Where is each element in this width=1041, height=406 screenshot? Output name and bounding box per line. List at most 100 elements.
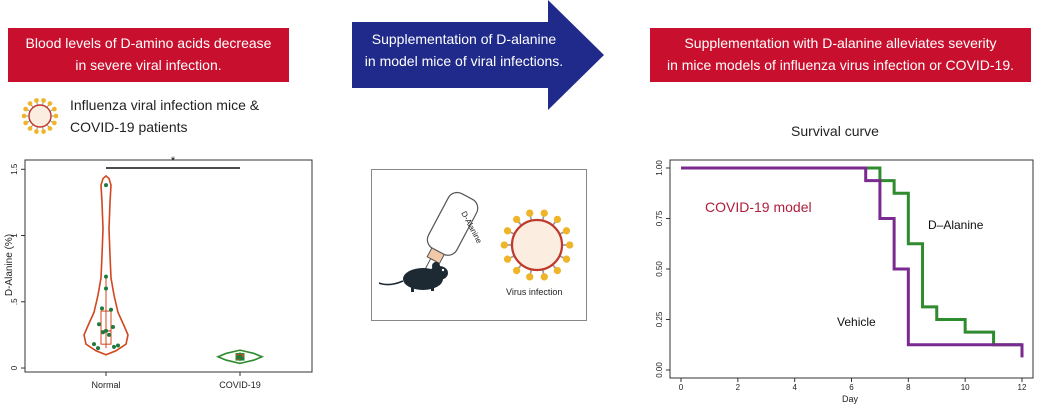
survival-y-tick-label: 1.00 [655,160,664,176]
virus-knob [500,241,508,249]
data-point-normal [116,343,120,348]
virus-knob [52,120,57,126]
violin-y-label: D-Alanine (%) [4,234,15,296]
virus-knob [540,209,548,217]
virus-knob [47,101,53,106]
survival-x-tick-label: 4 [792,383,797,392]
data-point-normal [107,332,111,337]
violin-normal [83,174,129,356]
virus-knob [47,126,53,131]
survival-x-tick-label: 2 [736,383,741,392]
virus-knob [53,113,59,119]
virus-label: Virus infection [506,287,562,297]
virus-body [28,104,52,128]
virus-knob [566,241,574,249]
virus-knob [562,255,571,263]
data-point-normal [92,342,96,347]
virus-body [510,218,564,272]
virus-knob [23,106,28,112]
violin-y-tick-label: 1.5 [10,163,19,175]
survival-x-tick-label: 12 [1018,383,1027,392]
virus-knob [526,273,534,281]
survival-title: Survival curve [791,123,879,139]
experiment-illustration: D-Alanine Virus infection [371,169,587,321]
survival-series-label: Vehicle [837,315,876,329]
data-point-normal [104,328,108,333]
data-point-normal [104,286,108,291]
virus-knob [27,126,33,131]
data-point-normal [96,346,100,351]
violin-covid [215,349,265,365]
survival-annotation: COVID-19 model [705,199,812,215]
virus-knob [512,215,521,224]
significance-star: * [171,155,176,167]
virus-knob [52,106,57,112]
virus-icon [500,209,574,281]
data-point-normal [104,274,108,279]
arrow-line2: in model mice of viral infections. [364,53,564,69]
violin-marks: * [83,155,265,365]
violin-x-tick-label: Normal [91,380,120,390]
virus-knob [503,227,512,235]
data-point-covid [240,356,244,361]
legend-line2: COVID-19 patients [70,119,188,135]
data-point-normal [97,322,101,327]
banner-left-line1: Blood levels of D-amino acids decrease [25,35,272,51]
banner-right-line1: Supplementation with D-alanine alleviate… [684,35,997,51]
virus-knob [34,98,39,103]
virus-knob [27,101,33,106]
virus-knob [562,227,571,235]
virus-knob [41,98,46,103]
banner-right-line2: in mice models of influenza virus infect… [666,57,1015,73]
virus-knob [526,209,534,217]
violin-plot-frame [24,159,313,373]
supplementation-arrow: Supplementation of D-alanine in model mi… [352,0,604,110]
violin-y-tick-label: 1 [10,233,19,238]
survival-x-tick-label: 6 [849,383,854,392]
survival-y-tick-label: 0.00 [655,362,664,378]
violin-axes: 0 .5 1 1.5 Normal COVID-19 [10,159,313,390]
arrow-line1: Supplementation of D-alanine [371,31,557,47]
mouse-icon [378,262,448,292]
survival-curve-d-alanine [681,166,1022,347]
survival-x-label: Day [842,394,859,404]
virus-knob [21,113,27,119]
legend-text: Influenza viral infection mice & COVID-1… [70,94,259,138]
data-point-normal [100,306,104,311]
virus-knob [41,129,46,134]
arrow-caption: Supplementation of D-alanine in model mi… [352,28,576,72]
data-point-normal [111,324,115,329]
finding-banner-right: Supplementation with D-alanine alleviate… [650,28,1031,82]
violin-y-tick-label: 0 [10,365,19,370]
arrow-shape [352,0,604,110]
box-iqr [100,310,112,345]
virus-knob [553,266,562,275]
finding-banner-left: Blood levels of D-amino acids decrease i… [8,28,289,82]
data-point-normal [104,183,108,188]
survival-marks: D–Alanine Vehicle [681,166,1024,358]
violin-chart: D-Alanine (%) 0 .5 1 1.5 Normal COVID-19 * [4,155,313,390]
data-point-normal [112,344,116,349]
data-point-covid [238,354,242,358]
virus-knob [553,215,562,224]
survival-axes: 0.00 0.25 0.50 0.75 1.00 0 2 4 6 8 10 12 [655,159,1034,392]
violin-x-tick-label: COVID-19 [219,380,261,390]
survival-chart: 0.00 0.25 0.50 0.75 1.00 0 2 4 6 8 10 12 D–Alanine V… [655,159,1034,404]
survival-y-tick-label: 0.25 [655,311,664,327]
virus-knob [503,255,512,263]
survival-x-tick-label: 8 [906,383,911,392]
virus-knob [34,129,39,134]
survival-series-label: D–Alanine [928,218,984,232]
data-point-normal [101,330,105,335]
legend-line1: Influenza viral infection mice & [70,97,260,113]
survival-x-tick-label: 10 [961,383,970,392]
violin-y-tick-label: .5 [10,298,19,305]
survival-y-tick-label: 0.50 [655,261,664,277]
virus-knob [23,120,28,126]
survival-y-tick-label: 0.75 [655,210,664,226]
banner-left-line2: in severe viral infection. [75,57,222,73]
data-point-normal [109,307,113,312]
virus-icon [21,98,59,134]
survival-curve-vehicle [681,166,1024,358]
survival-x-tick-label: 0 [679,383,684,392]
